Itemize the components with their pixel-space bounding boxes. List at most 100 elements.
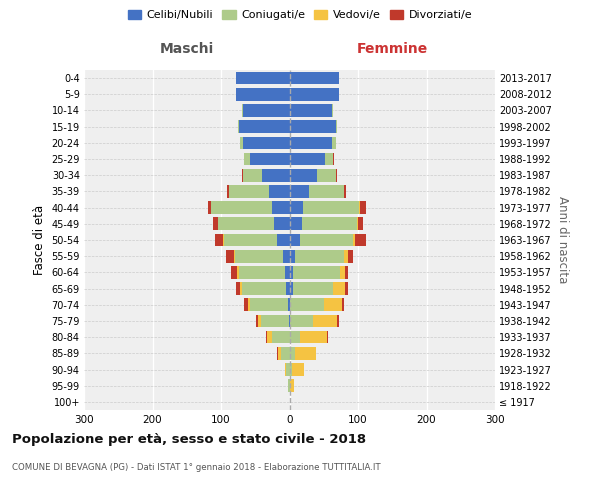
Bar bbox=[256, 314, 290, 328]
Bar bbox=[240, 136, 290, 149]
Bar bbox=[242, 169, 290, 181]
Bar bbox=[250, 298, 290, 311]
Bar bbox=[290, 380, 293, 392]
Bar bbox=[290, 88, 339, 101]
Bar bbox=[290, 347, 295, 360]
Bar bbox=[240, 136, 290, 149]
Bar bbox=[290, 169, 317, 181]
Bar bbox=[239, 266, 290, 278]
Bar bbox=[258, 314, 290, 328]
Bar bbox=[290, 104, 332, 117]
Bar bbox=[243, 169, 290, 181]
Bar bbox=[236, 88, 290, 101]
Y-axis label: Anni di nascita: Anni di nascita bbox=[556, 196, 569, 284]
Bar bbox=[269, 185, 290, 198]
Bar bbox=[229, 185, 290, 198]
Bar bbox=[290, 152, 334, 166]
Bar bbox=[223, 234, 290, 246]
Bar bbox=[231, 266, 290, 278]
Bar bbox=[290, 169, 336, 181]
Legend: Celibi/Nubili, Coniugati/e, Vedovi/e, Divorziati/e: Celibi/Nubili, Coniugati/e, Vedovi/e, Di… bbox=[124, 6, 476, 25]
Bar bbox=[288, 298, 290, 311]
Bar bbox=[278, 347, 290, 360]
Bar bbox=[290, 88, 339, 101]
Bar bbox=[262, 169, 290, 181]
Bar bbox=[243, 104, 290, 117]
Bar bbox=[235, 250, 290, 262]
Bar bbox=[244, 152, 290, 166]
Bar bbox=[290, 218, 302, 230]
Bar bbox=[236, 72, 290, 85]
Bar bbox=[290, 202, 360, 214]
Y-axis label: Fasce di età: Fasce di età bbox=[33, 205, 46, 275]
Bar bbox=[288, 380, 290, 392]
Bar bbox=[290, 88, 339, 101]
Bar bbox=[290, 72, 339, 85]
Bar bbox=[290, 234, 355, 246]
Bar bbox=[236, 72, 290, 85]
Bar bbox=[290, 380, 293, 392]
Bar bbox=[286, 282, 290, 295]
Bar bbox=[290, 88, 339, 101]
Bar bbox=[286, 363, 290, 376]
Bar bbox=[242, 104, 290, 117]
Bar bbox=[290, 202, 365, 214]
Bar bbox=[286, 266, 290, 278]
Bar bbox=[215, 234, 290, 246]
Bar bbox=[236, 282, 290, 295]
Bar bbox=[290, 120, 337, 133]
Bar bbox=[290, 185, 346, 198]
Bar bbox=[289, 314, 290, 328]
Bar bbox=[290, 104, 332, 117]
Bar bbox=[290, 152, 334, 166]
Bar bbox=[290, 363, 304, 376]
Bar bbox=[224, 234, 290, 246]
Bar bbox=[213, 218, 290, 230]
Bar bbox=[290, 72, 339, 85]
Bar bbox=[290, 250, 353, 262]
Bar bbox=[290, 104, 332, 117]
Bar bbox=[290, 282, 349, 295]
Bar bbox=[272, 331, 290, 344]
Bar bbox=[290, 136, 336, 149]
Bar bbox=[290, 314, 339, 328]
Bar bbox=[288, 380, 290, 392]
Bar bbox=[240, 282, 290, 295]
Bar bbox=[290, 298, 344, 311]
Bar bbox=[290, 250, 344, 262]
Bar bbox=[242, 104, 290, 117]
Bar bbox=[290, 218, 358, 230]
Bar bbox=[242, 282, 290, 295]
Bar bbox=[239, 120, 290, 133]
Bar bbox=[290, 136, 336, 149]
Bar bbox=[290, 266, 293, 278]
Bar bbox=[285, 363, 290, 376]
Bar bbox=[236, 72, 290, 85]
Bar bbox=[290, 250, 348, 262]
Bar bbox=[288, 380, 290, 392]
Bar bbox=[290, 169, 337, 181]
Bar bbox=[272, 202, 290, 214]
Bar bbox=[290, 120, 337, 133]
Bar bbox=[290, 202, 303, 214]
Bar bbox=[243, 169, 290, 181]
Bar bbox=[236, 88, 290, 101]
Bar bbox=[290, 298, 325, 311]
Bar bbox=[238, 120, 290, 133]
Bar bbox=[283, 250, 290, 262]
Bar bbox=[290, 104, 332, 117]
Bar bbox=[290, 266, 340, 278]
Bar bbox=[290, 347, 316, 360]
Bar bbox=[290, 120, 336, 133]
Bar bbox=[250, 152, 290, 166]
Bar bbox=[290, 120, 337, 133]
Bar bbox=[290, 136, 332, 149]
Bar bbox=[290, 218, 356, 230]
Text: Maschi: Maschi bbox=[160, 42, 214, 56]
Bar bbox=[218, 218, 290, 230]
Bar bbox=[266, 331, 290, 344]
Bar bbox=[244, 298, 290, 311]
Bar bbox=[290, 282, 332, 295]
Bar bbox=[240, 136, 290, 149]
Bar bbox=[290, 72, 339, 85]
